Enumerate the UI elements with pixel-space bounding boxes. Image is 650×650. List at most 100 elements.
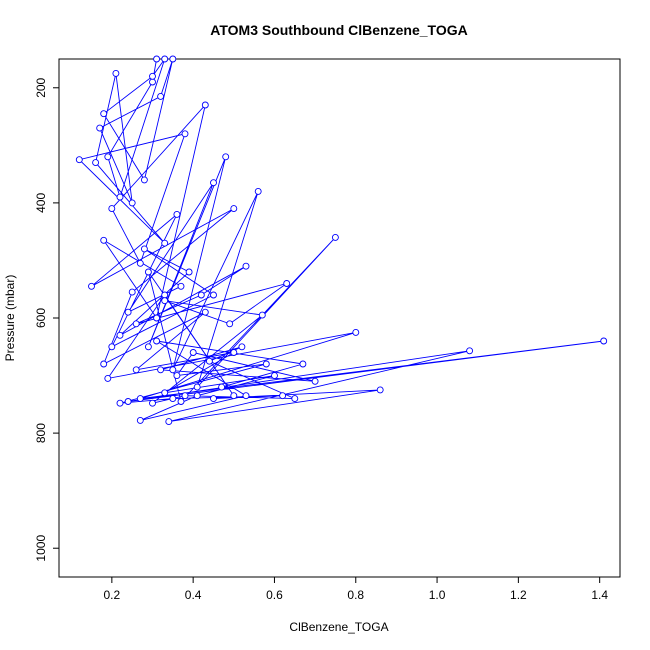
- data-point: [144, 268, 152, 276]
- data-point: [116, 399, 124, 407]
- data-point: [173, 372, 181, 380]
- x-tick-label: 1.0: [429, 588, 446, 602]
- y-tick-label: 800: [34, 423, 48, 443]
- data-point: [197, 291, 205, 299]
- data-point: [104, 374, 112, 382]
- data-point: [271, 372, 278, 380]
- data-point: [299, 360, 307, 368]
- data-point: [124, 308, 132, 316]
- data-point: [242, 392, 250, 400]
- data-point: [108, 205, 116, 213]
- y-tick-label: 1000: [34, 535, 48, 562]
- data-point: [291, 395, 299, 403]
- data-point: [181, 392, 189, 400]
- data-point: [144, 343, 152, 351]
- data-layer: [75, 55, 608, 426]
- data-point: [157, 366, 165, 374]
- data-point: [210, 179, 217, 187]
- data-point: [157, 92, 165, 100]
- data-point: [254, 187, 262, 195]
- data-point: [140, 245, 148, 253]
- data-point: [116, 331, 124, 339]
- data-point: [210, 291, 217, 299]
- data-point: [238, 343, 246, 351]
- data-point: [226, 320, 234, 328]
- x-tick-label: 0.4: [185, 588, 202, 602]
- data-point: [181, 130, 189, 138]
- data-point: [153, 337, 161, 345]
- data-point: [161, 239, 169, 247]
- data-point: [189, 349, 197, 356]
- data-point: [149, 78, 156, 86]
- data-point: [173, 210, 181, 218]
- data-point: [161, 389, 169, 397]
- data-point: [112, 69, 120, 77]
- x-axis: 0.2 0.4 0.6 0.8 1.0 1.2 1.4: [104, 576, 608, 602]
- data-point: [149, 72, 156, 80]
- data-point: [193, 392, 201, 400]
- data-point: [205, 357, 213, 365]
- plot-frame: [58, 58, 621, 578]
- data-point: [161, 297, 169, 305]
- y-axis: 200 400 600 800 1000: [34, 77, 60, 562]
- data-point: [230, 349, 238, 356]
- data-point: [177, 282, 185, 290]
- data-point: [75, 156, 83, 164]
- chart-title: ATOM3 Southbound ClBenzene_TOGA: [210, 22, 467, 38]
- data-point: [169, 366, 177, 374]
- data-point: [161, 291, 169, 299]
- data-point: [88, 282, 95, 290]
- x-axis-label: ClBenzene_TOGA: [289, 620, 388, 634]
- data-point: [258, 311, 266, 319]
- x-tick-label: 1.2: [510, 588, 527, 602]
- data-point: [169, 55, 177, 63]
- data-point: [136, 416, 144, 424]
- data-point: [100, 360, 108, 368]
- data-point: [466, 347, 474, 355]
- y-tick-label: 600: [34, 308, 48, 328]
- data-point: [140, 176, 148, 184]
- data-point: [108, 343, 116, 351]
- x-tick-label: 1.4: [591, 588, 608, 602]
- data-point: [201, 308, 209, 316]
- data-point: [185, 268, 193, 276]
- data-point: [96, 124, 104, 132]
- data-point: [153, 55, 161, 63]
- data-point: [153, 314, 161, 322]
- data-point: [100, 110, 108, 118]
- data-point: [132, 320, 140, 328]
- data-point: [165, 418, 173, 426]
- data-point: [136, 395, 144, 403]
- data-point: [218, 383, 226, 391]
- data-point: [104, 153, 112, 161]
- data-point: [193, 383, 201, 391]
- data-point: [128, 288, 136, 296]
- data-point: [600, 337, 608, 345]
- x-tick-label: 0.6: [266, 588, 283, 602]
- data-point: [331, 233, 339, 241]
- data-point: [242, 262, 250, 270]
- y-tick-label: 400: [34, 193, 48, 213]
- data-point: [279, 392, 287, 400]
- data-point: [92, 159, 100, 167]
- data-point: [222, 153, 230, 161]
- data-point: [124, 398, 132, 405]
- data-point: [230, 205, 238, 213]
- y-tick-label: 200: [34, 77, 48, 97]
- data-point: [100, 236, 108, 244]
- data-point: [149, 399, 156, 407]
- data-point: [201, 101, 209, 109]
- data-point: [210, 395, 217, 403]
- data-point: [169, 395, 177, 403]
- data-point: [376, 386, 384, 394]
- data-point: [352, 328, 360, 336]
- x-tick-label: 0.8: [347, 588, 364, 602]
- x-tick-label: 0.2: [104, 588, 121, 602]
- series-line: [78, 58, 604, 423]
- data-point: [132, 366, 140, 374]
- data-point: [262, 360, 270, 368]
- data-point: [177, 398, 185, 405]
- data-point: [128, 199, 136, 207]
- data-point: [230, 392, 238, 400]
